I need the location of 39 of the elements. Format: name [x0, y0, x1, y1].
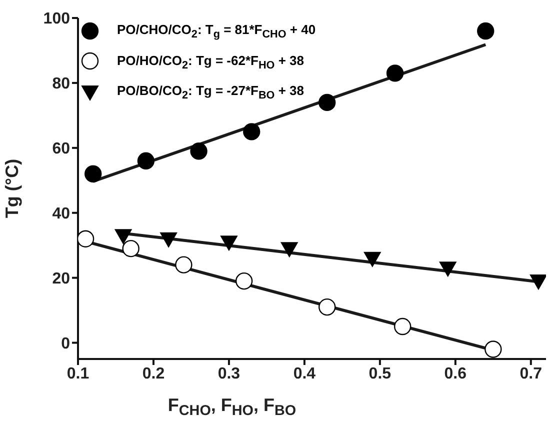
y-axis-title: Tg (°C) — [2, 158, 22, 218]
point — [220, 236, 238, 251]
point — [386, 64, 404, 82]
point — [318, 94, 336, 112]
x-tick-label: 0.6 — [444, 365, 467, 382]
legend-label: PO/CHO/CO$_{2}$: T$_{g}$ = 81*F$_{CHO}$ + 40 — [117, 22, 316, 41]
point — [439, 262, 456, 277]
point — [318, 298, 336, 316]
point — [484, 340, 502, 358]
y-tick-label: 80 — [52, 76, 70, 93]
point — [78, 230, 94, 248]
point — [175, 256, 192, 274]
point — [364, 252, 381, 267]
point — [243, 123, 260, 140]
y-tick-label: 60 — [52, 140, 70, 158]
point — [530, 274, 546, 290]
point — [114, 229, 132, 244]
y-tick-label: 0 — [61, 335, 70, 352]
x-tick-label: 0.4 — [293, 365, 316, 382]
point — [122, 240, 140, 258]
x-tick-label: 0.1 — [66, 365, 90, 382]
x-tick-label: 0.2 — [142, 365, 165, 382]
y-tick-label: 20 — [52, 270, 70, 288]
x-tick-label: 0.3 — [218, 365, 240, 382]
point — [477, 22, 494, 40]
x-axis-title: F$_{CHO}$, F$_{HO}$, F$_{BO}$ — [168, 395, 296, 418]
x-tick-label: 0.5 — [368, 365, 392, 382]
point — [84, 165, 102, 182]
point — [235, 272, 253, 290]
point — [280, 242, 298, 258]
point — [394, 318, 412, 336]
point — [190, 142, 208, 160]
legend-label: PO/BO/CO$_{2}$: Tg = -27*F$_{BO}$ + 38 — [117, 83, 304, 102]
y-tick-label: 100 — [43, 10, 70, 28]
x-tick-label: 0.7 — [520, 365, 542, 382]
legend-label: PO/HO/CO$_{2}$: Tg = -62*F$_{HO}$ + 38 — [117, 52, 304, 72]
point — [160, 232, 178, 248]
y-tick-label: 40 — [52, 206, 70, 223]
point — [137, 152, 155, 170]
